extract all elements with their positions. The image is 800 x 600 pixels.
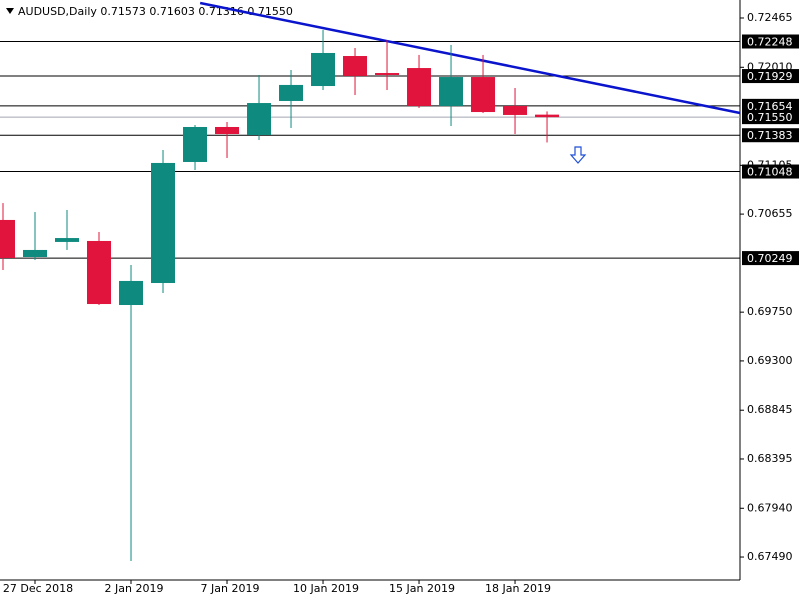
y-tick-label: 0.68395 <box>747 452 793 465</box>
candle-body <box>503 105 528 115</box>
level-label-box <box>742 98 799 113</box>
collapse-triangle <box>6 8 14 14</box>
level-label-box <box>742 34 799 49</box>
y-tick-label: 0.72465 <box>747 11 793 24</box>
candle-body <box>471 77 496 113</box>
y-tick-label: 0.70655 <box>747 207 793 220</box>
y-tick-label: 0.67490 <box>747 550 793 563</box>
candle-body <box>215 126 240 135</box>
chart-title: AUDUSD,Daily 0.71573 0.71603 0.71316 0.7… <box>18 5 293 18</box>
candle-body <box>535 114 560 118</box>
level-label-box <box>742 69 799 84</box>
candle-body <box>343 56 368 76</box>
y-tick-label: 0.69300 <box>747 354 793 367</box>
x-tick-label: 27 Dec 2018 <box>3 582 73 595</box>
level-label-box <box>742 128 799 143</box>
candle-body <box>119 280 144 306</box>
candle-body <box>439 77 464 106</box>
level-label-box <box>742 251 799 266</box>
sell-arrow <box>569 146 587 164</box>
candle-body <box>311 52 336 87</box>
candle-body <box>151 162 176 284</box>
candle-body <box>23 249 48 258</box>
level-label: 0.70249 <box>747 252 793 265</box>
candle-body <box>279 84 304 101</box>
level-label: 0.71654 <box>747 100 793 113</box>
level-label: 0.71929 <box>747 70 793 83</box>
candle-body <box>183 126 208 162</box>
current-price-label: 0.71550 <box>747 111 793 124</box>
candle-body <box>407 68 432 106</box>
x-tick-label: 15 Jan 2019 <box>389 582 455 595</box>
level-label: 0.71048 <box>747 166 793 179</box>
current-price-label-box <box>742 110 799 125</box>
y-tick-label: 0.69750 <box>747 305 793 318</box>
level-label: 0.72248 <box>747 35 793 48</box>
candle-body <box>375 73 400 75</box>
candle-body <box>0 219 16 258</box>
candle-body <box>55 238 80 242</box>
x-tick-label: 10 Jan 2019 <box>293 582 359 595</box>
level-label-box <box>742 164 799 179</box>
y-tick-label: 0.67940 <box>747 501 793 514</box>
y-tick-label: 0.68845 <box>747 403 793 416</box>
x-tick-label: 2 Jan 2019 <box>105 582 164 595</box>
candle-body <box>87 240 112 305</box>
level-label: 0.71383 <box>747 129 793 142</box>
x-tick-label: 18 Jan 2019 <box>485 582 551 595</box>
candle-body <box>247 103 272 136</box>
x-tick-label: 7 Jan 2019 <box>201 582 260 595</box>
trendline <box>199 1 741 115</box>
